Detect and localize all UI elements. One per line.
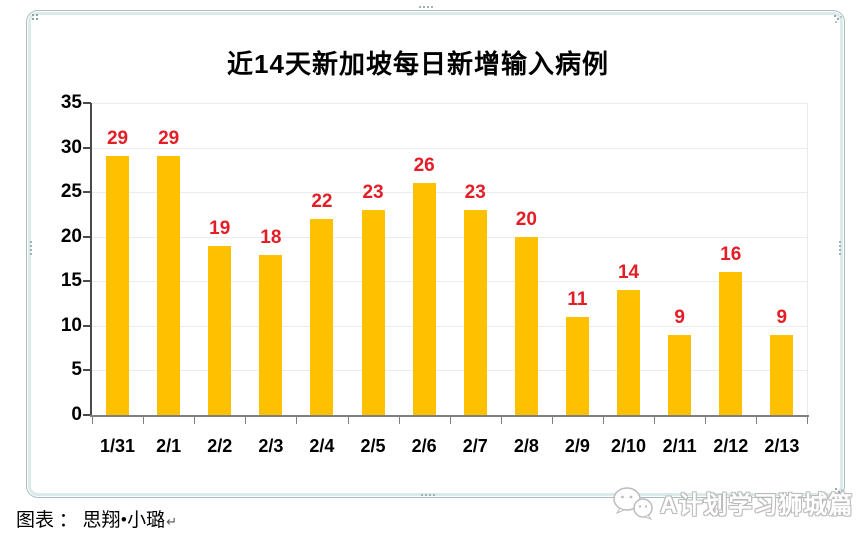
- x-axis-tick-2: [194, 417, 196, 424]
- y-axis-tick-10: [83, 324, 91, 327]
- y-axis-label-5: 5: [71, 359, 82, 381]
- y-axis-tick-30: [83, 146, 91, 149]
- bar-2-4: [310, 218, 334, 415]
- x-axis-label-2-13: 2/13: [764, 436, 800, 456]
- y-axis-label-0: 0: [71, 404, 82, 425]
- bar-value-2-1: 29: [158, 128, 180, 150]
- x-axis-tick-11: [654, 417, 656, 424]
- bar-2-6: [412, 183, 436, 415]
- bar-2-12: [719, 272, 743, 415]
- bar-2-9: [565, 316, 589, 415]
- chart-title: 近14天新加坡每日新增输入病例: [227, 49, 609, 79]
- y-axis-label-35: 35: [60, 92, 82, 113]
- x-axis-label-2-7: 2/7: [462, 436, 488, 456]
- gridline-20: [92, 236, 808, 238]
- bar-value-2-8: 20: [515, 208, 537, 230]
- bar-value-2-6: 26: [413, 155, 435, 177]
- x-axis-tick-14: [807, 417, 809, 424]
- x-axis-label-2-1: 2/1: [156, 436, 182, 456]
- y-axis-label-10: 10: [60, 314, 82, 336]
- x-axis-label-2-4: 2/4: [309, 436, 335, 456]
- y-axis-tick-5: [83, 369, 91, 372]
- bar-value-1-31: 29: [106, 128, 129, 150]
- gridline-15: [92, 281, 808, 283]
- text-box-frame-inner-border: [28, 12, 843, 496]
- gridline-10: [92, 325, 808, 327]
- bar-value-2-7: 23: [464, 181, 486, 203]
- chart-caption: 图表 ： 思翔•小璐↵: [16, 505, 177, 532]
- bar-2-1: [157, 156, 181, 415]
- bar-2-7: [463, 209, 487, 415]
- selection-handle-bottom-right: [835, 488, 837, 490]
- bar-2-10: [617, 290, 641, 415]
- bar-value-2-9: 11: [567, 288, 588, 310]
- x-axis-label-2-11: 2/11: [662, 436, 697, 456]
- caption-text: 图表 ： 思翔•小璐: [16, 510, 166, 531]
- selection-handle-top-center: [419, 6, 421, 8]
- y-axis-label-30: 30: [60, 136, 82, 158]
- x-axis-label-2-6: 2/6: [411, 436, 437, 456]
- y-axis-tick-35: [83, 102, 91, 104]
- x-axis-label-2-8: 2/8: [513, 436, 539, 456]
- x-axis-tick-0: [92, 417, 93, 424]
- y-axis-label-15: 15: [60, 270, 82, 292]
- gridline-35: [92, 103, 808, 104]
- x-axis-label-2-3: 2/3: [258, 436, 284, 456]
- bar-value-2-4: 22: [311, 190, 333, 212]
- x-axis-line: [90, 415, 810, 417]
- x-axis-label-2-10: 2/10: [611, 436, 647, 456]
- bar-value-2-2: 19: [209, 217, 231, 239]
- y-axis-tick-25: [83, 191, 91, 194]
- bar-2-13: [770, 334, 794, 415]
- bar-value-2-11: 9: [674, 306, 685, 328]
- bar-value-2-13: 9: [776, 306, 788, 328]
- x-axis-tick-8: [500, 417, 502, 424]
- x-axis-tick-7: [449, 417, 451, 424]
- x-axis-tick-1: [143, 417, 145, 424]
- x-axis-label-2-12: 2/12: [713, 436, 749, 456]
- x-axis-label-2-5: 2/5: [360, 436, 386, 456]
- bar-1-31: [106, 156, 130, 415]
- x-axis-tick-3: [245, 417, 247, 424]
- y-axis-tick-0: [83, 414, 91, 416]
- y-axis-tick-20: [83, 235, 91, 238]
- selection-handle-top-left: [32, 14, 34, 16]
- selection-handle-right-middle: [839, 241, 841, 243]
- x-axis-tick-12: [705, 417, 707, 424]
- y-axis-tick-15: [83, 280, 91, 283]
- bar-value-2-12: 16: [720, 244, 742, 266]
- bar-2-5: [361, 209, 385, 415]
- x-axis-label-1-31: 1/31: [100, 436, 136, 456]
- x-axis-label-2-9: 2/9: [564, 436, 590, 456]
- gridline-30: [92, 147, 808, 149]
- bar-2-2: [208, 245, 232, 415]
- selection-handle-left-middle: [30, 241, 32, 243]
- y-axis-line: [90, 103, 92, 417]
- bar-2-8: [514, 236, 538, 415]
- gridline-5: [92, 370, 808, 372]
- y-axis-label-20: 20: [60, 225, 82, 247]
- x-axis-tick-10: [603, 417, 604, 424]
- gridline-25: [92, 192, 808, 194]
- text-box-frame: [26, 6, 845, 498]
- x-axis-tick-9: [551, 417, 553, 424]
- bar-value-2-3: 18: [260, 226, 282, 248]
- x-axis-label-2-2: 2/2: [207, 436, 233, 456]
- bar-value-2-10: 14: [617, 262, 640, 284]
- plot-area-right-border: [807, 103, 809, 415]
- x-axis-tick-4: [296, 417, 298, 424]
- x-axis-tick-6: [398, 417, 400, 424]
- x-axis-tick-5: [347, 417, 349, 424]
- selection-handle-bottom-center: [421, 494, 423, 496]
- y-axis-label-25: 25: [60, 181, 82, 203]
- bar-2-11: [668, 334, 692, 415]
- return-mark: ↵: [166, 514, 178, 529]
- x-axis-tick-13: [756, 417, 758, 424]
- selection-handle-top-right: [834, 15, 836, 17]
- bar-2-3: [259, 254, 283, 415]
- bar-value-2-5: 23: [362, 181, 384, 203]
